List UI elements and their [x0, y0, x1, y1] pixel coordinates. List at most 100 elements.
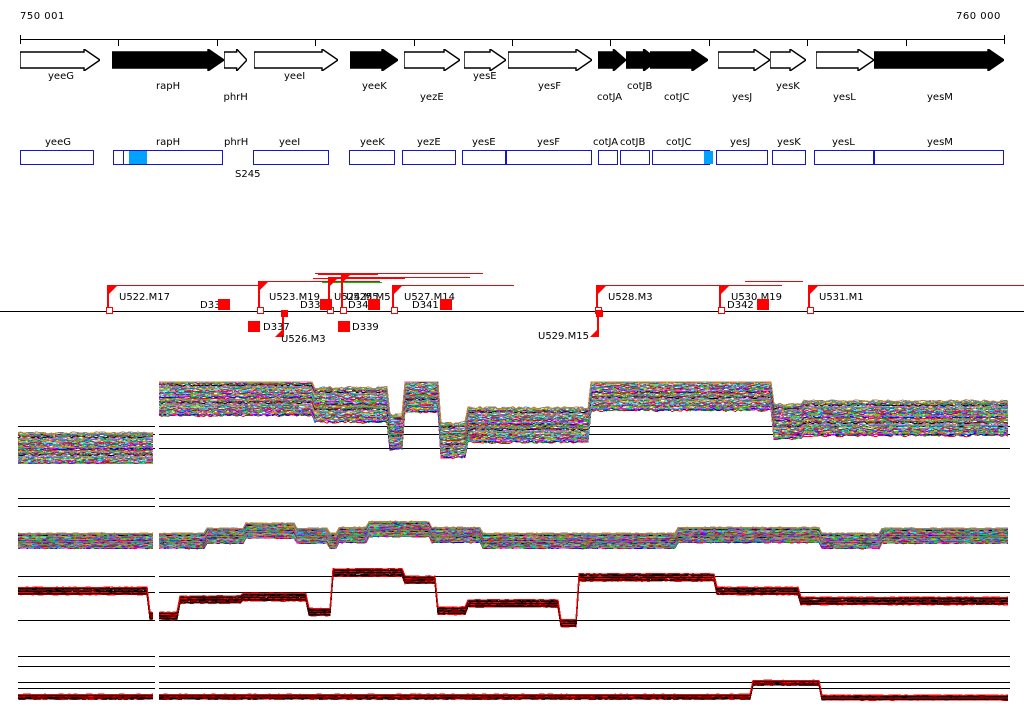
tu-label-U531.M1: U531.M1 [819, 292, 864, 303]
ruler-tick [610, 39, 611, 46]
panel-gap-separator [155, 562, 159, 634]
tu-stem-U528.M3 [596, 285, 598, 311]
feature-label-yesM: yesM [927, 137, 953, 148]
tu-foot-U525.M5 [340, 307, 347, 314]
tu-label-U529.M15: U529.M15 [538, 331, 589, 342]
gene-arrow-yesM[interactable] [874, 49, 1004, 75]
feature-box-yesF[interactable] [506, 150, 592, 165]
gene-arrow-yesE[interactable] [464, 49, 506, 75]
gene-label-yesK: yesK [776, 81, 800, 92]
tu-promoter-flag-U523.M19[interactable] [260, 281, 269, 290]
tu-foot-U531.M1 [807, 307, 814, 314]
feature-box-cotJC[interactable] [652, 150, 713, 165]
ruler-tick [709, 39, 710, 46]
ruler-tick [807, 39, 808, 46]
tu-label-U522.M17: U522.M17 [119, 292, 170, 303]
gene-arrow-track: yeeG rapH phrH yeeI yeeK yezE yesE yesF cotJA cot… [0, 0, 1024, 110]
terminator-marker-D342[interactable] [757, 299, 769, 310]
expression-panel-4 [0, 648, 1024, 714]
tu-label-U526.M3: U526.M3 [281, 334, 326, 345]
panel-gap-separator [155, 490, 159, 560]
gene-label-yesF: yesF [538, 81, 562, 92]
gene-arrow-yeeK[interactable] [350, 49, 398, 75]
terminator-marker-D338[interactable] [320, 299, 332, 310]
feature-label-yeeI: yeeI [279, 137, 301, 148]
gene-arrow-yeeG[interactable] [20, 49, 100, 75]
feature-box-yezE[interactable] [402, 150, 456, 165]
feature-label-yesL: yesL [832, 137, 855, 148]
tu-stem-U525.M5 [341, 273, 343, 311]
feature-box-cotJB[interactable] [620, 150, 650, 165]
tu-promoter-flag-U522.M17[interactable] [109, 285, 118, 294]
gene-label-cotJA: cotJA [597, 92, 623, 103]
terminator-marker-D341[interactable] [440, 299, 452, 310]
panel-gap-separator [155, 378, 159, 468]
feature-box-rapH[interactable] [113, 150, 223, 165]
terminator-marker-D339[interactable] [338, 321, 350, 332]
tu-promoter-flag-U524.M5[interactable] [330, 277, 339, 286]
feature-label-cotJC: cotJC [666, 137, 692, 148]
tu-foot-U526.M3 [281, 310, 288, 317]
gene-arrow-rapH[interactable] [112, 49, 224, 75]
terminator-marker-D336[interactable] [218, 299, 230, 310]
gene-label-cotJC: cotJC [664, 92, 690, 103]
expression-panel-3 [0, 562, 1024, 634]
gene-arrow-yesF[interactable] [508, 49, 592, 75]
transcription-unit-track: U522.M17 U523.M19 U526.M3 U524.M5 U525.M5 U52… [0, 0, 1024, 345]
gene-arrow-yeeI[interactable] [254, 49, 338, 75]
feature-box-yesE[interactable] [462, 150, 506, 165]
tu-promoter-flag-U531.M1[interactable] [810, 285, 819, 294]
tu-label-U530.M19: U530.M19 [731, 292, 782, 303]
tu-promoter-flag-U526.M3[interactable] [275, 328, 284, 337]
gene-arrow-cotJC[interactable] [650, 49, 708, 75]
tu-extent-bar [599, 285, 724, 286]
gene-box-track: yeeG rapH phrH yeeI yeeK yezE yesE yesF cotJA cot… [0, 0, 1024, 190]
feature-box-cotJA[interactable] [598, 150, 618, 165]
tu-label-U525.M5: U525.M5 [346, 292, 391, 303]
tu-stem-U524.M5 [328, 277, 330, 311]
feature-box-yesL[interactable] [814, 150, 874, 165]
tu-extent-bar [811, 285, 1024, 286]
terminator-label-D339: D339 [352, 322, 379, 333]
feature-box-yeeK[interactable] [349, 150, 395, 165]
coordinate-start-label: 750 001 [20, 11, 65, 22]
tu-extent-bar [396, 285, 514, 286]
gene-label-yeeG: yeeG [48, 71, 74, 82]
terminator-marker-D340[interactable] [368, 299, 380, 310]
tu-promoter-flag-U527.M14[interactable] [394, 285, 403, 294]
gene-arrow-yezE[interactable] [404, 49, 460, 75]
gene-label-yesL: yesL [833, 92, 856, 103]
expression-panel-1 [0, 378, 1024, 468]
terminator-label-D341: D341 [412, 300, 439, 311]
gene-arrow-yesL[interactable] [816, 49, 874, 75]
feature-box-yesK[interactable] [772, 150, 806, 165]
gene-arrow-yesJ[interactable] [718, 49, 770, 75]
terminator-marker-D337[interactable] [248, 321, 260, 332]
gene-arrow-phrH[interactable] [224, 49, 247, 75]
tu-extent-bar [330, 277, 470, 278]
tu-label-U523.M19: U523.M19 [269, 292, 320, 303]
ruler-tick [414, 39, 415, 46]
tu-promoter-flag-U528.M3[interactable] [598, 285, 607, 294]
ruler-tick [118, 39, 119, 46]
tu-promoter-flag-U529.M15[interactable] [590, 328, 599, 337]
tu-extent-bar [262, 281, 380, 282]
feature-box-divider [123, 151, 124, 164]
feature-box-yeeI[interactable] [253, 150, 329, 165]
gene-label-yeeI: yeeI [284, 71, 306, 82]
feature-box-yeeG[interactable] [20, 150, 94, 165]
gene-label-cotJB: cotJB [627, 81, 653, 92]
tu-foot-U527.M14 [391, 307, 398, 314]
tu-extent-bar [110, 285, 260, 286]
tu-promoter-flag-U530.M19[interactable] [721, 285, 730, 294]
tu-promoter-flag-U525.M5[interactable] [343, 273, 352, 282]
gene-arrow-yesK[interactable] [770, 49, 806, 75]
ruler-tick [512, 39, 513, 46]
tu-extent-bar [313, 278, 405, 279]
feature-label-rapH: rapH [156, 137, 181, 148]
terminator-label-D338: D338 [300, 300, 327, 311]
gene-arrow-cotJA[interactable] [598, 49, 626, 75]
feature-box-yesM[interactable] [874, 150, 1004, 165]
feature-box-yesJ[interactable] [716, 150, 768, 165]
feature-fill-label-S245: S245 [235, 169, 261, 180]
